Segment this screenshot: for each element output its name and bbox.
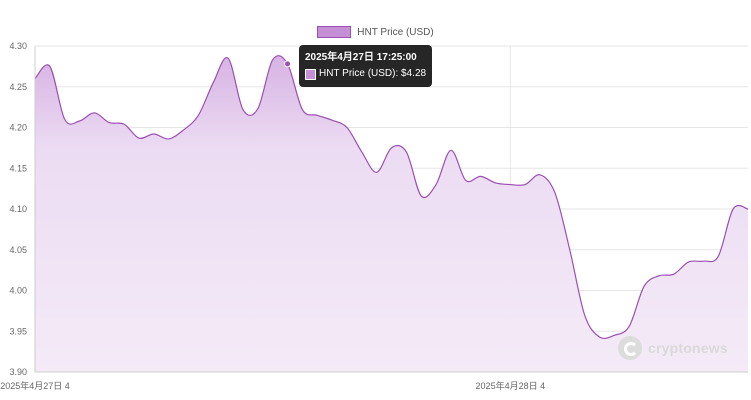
y-tick-label: 4.30 (9, 41, 27, 51)
tooltip-label: HNT Price (USD): $4.28 (319, 68, 427, 79)
y-tick-label: 4.05 (9, 245, 27, 255)
cryptonews-logo-icon (618, 336, 642, 360)
y-tick-label: 4.00 (9, 286, 27, 296)
y-tick-label: 4.15 (9, 163, 27, 173)
tooltip-title: 2025年4月27日 17:25:00 (305, 52, 417, 63)
legend-label: HNT Price (USD) (357, 26, 434, 38)
watermark: cryptonews (618, 336, 728, 360)
tooltip-row: HNT Price (USD): $4.28 (305, 66, 426, 82)
y-tick-label: 4.10 (9, 204, 27, 214)
hovered-data-point (284, 60, 292, 68)
y-tick-label: 3.95 (9, 326, 27, 336)
series-area-fill (35, 55, 748, 372)
tooltip-swatch (305, 68, 316, 80)
legend-swatch (317, 26, 352, 38)
chart-tooltip: 2025年4月27日 17:25:00 HNT Price (USD): $4.… (299, 45, 433, 87)
x-tick-label: 2025年4月27日 4 (0, 380, 70, 391)
y-tick-label: 4.25 (9, 82, 27, 92)
y-tick-label: 4.20 (9, 123, 27, 133)
y-tick-label: 3.90 (9, 367, 27, 377)
series-line (34, 55, 749, 339)
watermark-text: cryptonews (648, 340, 728, 356)
x-tick-label: 2025年4月28日 4 (476, 380, 546, 391)
legend[interactable]: HNT Price (USD) (0, 26, 751, 38)
